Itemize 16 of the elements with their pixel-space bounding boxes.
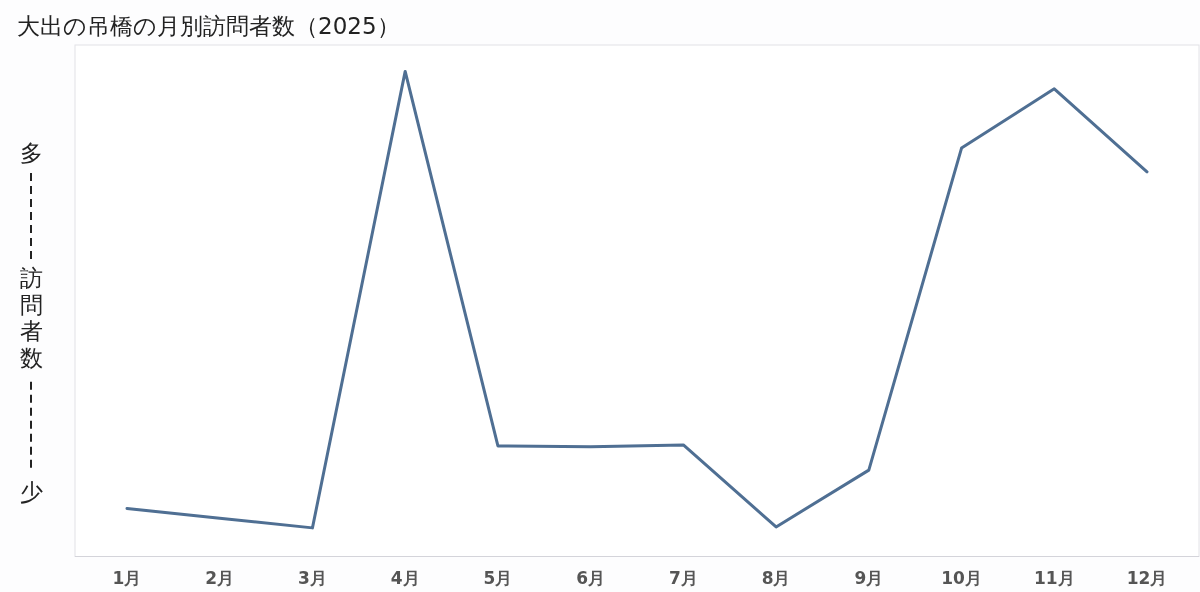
x-tick-label: 12月 <box>1126 568 1168 588</box>
x-tick-label: 6月 <box>576 568 606 588</box>
x-tick-label: 1月 <box>112 568 142 588</box>
x-tick-label: 7月 <box>668 568 698 588</box>
text: 多 <box>19 140 43 166</box>
text: 少 <box>19 479 43 505</box>
x-tick-label: 4月 <box>390 568 420 588</box>
x-tick-label: 10月 <box>941 568 982 588</box>
x-tick-label: 5月 <box>483 568 513 588</box>
y-axis-title: 訪問者数 <box>19 265 43 371</box>
x-tick-label: 3月 <box>298 568 327 588</box>
chart-title: 大出の吊橋の月別訪問者数（2025） <box>17 13 400 39</box>
x-tick-label: 2月 <box>205 568 235 588</box>
x-tick-label: 9月 <box>854 568 884 588</box>
x-tick-label: 11月 <box>1033 568 1075 588</box>
x-tick-label: 8月 <box>761 568 791 588</box>
